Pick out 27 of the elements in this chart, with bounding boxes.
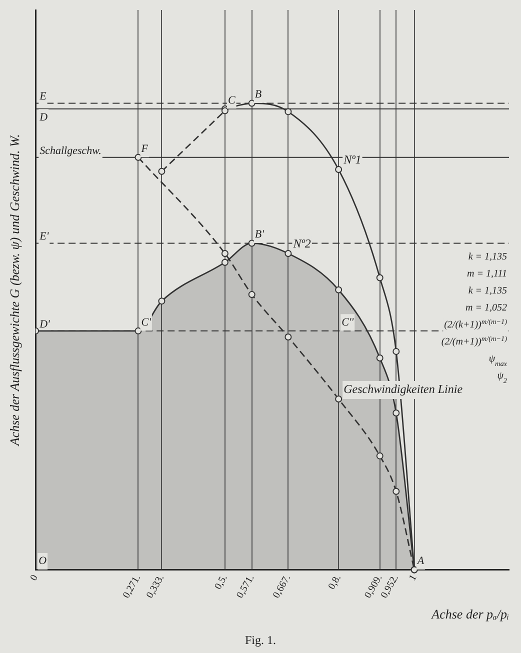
series-label: Nº2 bbox=[292, 236, 311, 251]
annotation: B' bbox=[254, 228, 265, 241]
annotation: A bbox=[416, 555, 424, 568]
ref-line-label: Schallgeschw. bbox=[40, 144, 102, 157]
annotation: k = 1,135 bbox=[468, 286, 507, 297]
ref-line-label: D bbox=[38, 111, 48, 124]
x-tick-label: 1 bbox=[407, 573, 420, 583]
series-label: Geschwindigkeiten Linie bbox=[344, 382, 464, 396]
annotation: F bbox=[140, 142, 148, 155]
annotation: k = 1,135 bbox=[468, 252, 507, 263]
series-label: Nº1 bbox=[342, 152, 362, 167]
annotation: B bbox=[254, 88, 262, 101]
ref-line-label: E' bbox=[38, 230, 50, 243]
annotation: C' bbox=[141, 316, 152, 328]
y-axis-title: Achse der Ausflussgewichte G (bezw. ψ) und Geschwind. W. bbox=[7, 134, 22, 447]
x-tick-label: 0,8. bbox=[326, 573, 344, 592]
x-tick-label: 0 bbox=[28, 573, 40, 583]
annotation: O bbox=[38, 555, 47, 568]
ref-line-label: E bbox=[38, 90, 47, 103]
annotation: m = 1,111 bbox=[467, 268, 508, 280]
ref-line-label: D' bbox=[38, 318, 51, 330]
annotation: C'' bbox=[342, 316, 354, 328]
annotation: C bbox=[228, 94, 236, 106]
x-axis-title: Achse der pₐ/pᵢ bbox=[430, 606, 509, 622]
x-tick-label: 0,5. bbox=[212, 573, 230, 592]
annotation: m = 1,052 bbox=[466, 302, 508, 314]
caption: Fig. 1. bbox=[244, 633, 276, 648]
